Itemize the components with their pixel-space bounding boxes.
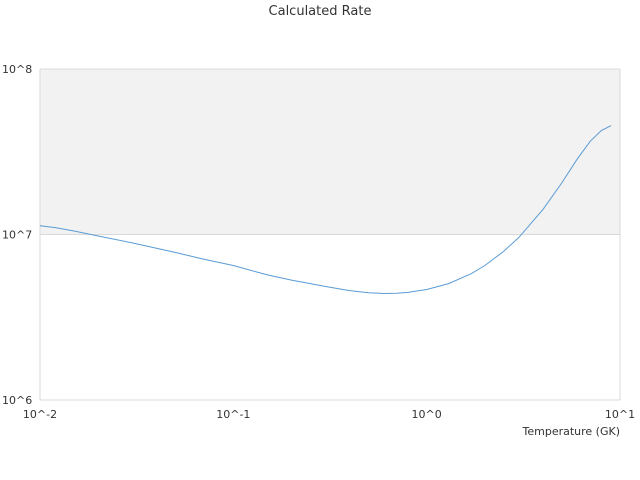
x-tick-label: 10^1 xyxy=(605,408,635,421)
y-tick-labels: 10^6 10^7 10^8 xyxy=(2,63,32,407)
y-tick-label: 10^7 xyxy=(2,229,32,242)
x-tick-label: 10^0 xyxy=(412,408,442,421)
gridlines xyxy=(39,68,621,401)
x-tick-labels: 10^-2 10^-1 10^0 10^1 xyxy=(23,408,635,421)
chart-title: Calculated Rate xyxy=(268,4,372,19)
x-tick-label: 10^-1 xyxy=(216,408,250,421)
x-tick-label: 10^-2 xyxy=(23,408,57,421)
x-axis-title: Temperature (GK) xyxy=(522,425,621,438)
shaded-band xyxy=(40,69,620,235)
y-tick-label: 10^8 xyxy=(2,63,32,76)
series-line xyxy=(39,125,612,295)
y-tick-label: 10^6 xyxy=(2,394,32,407)
